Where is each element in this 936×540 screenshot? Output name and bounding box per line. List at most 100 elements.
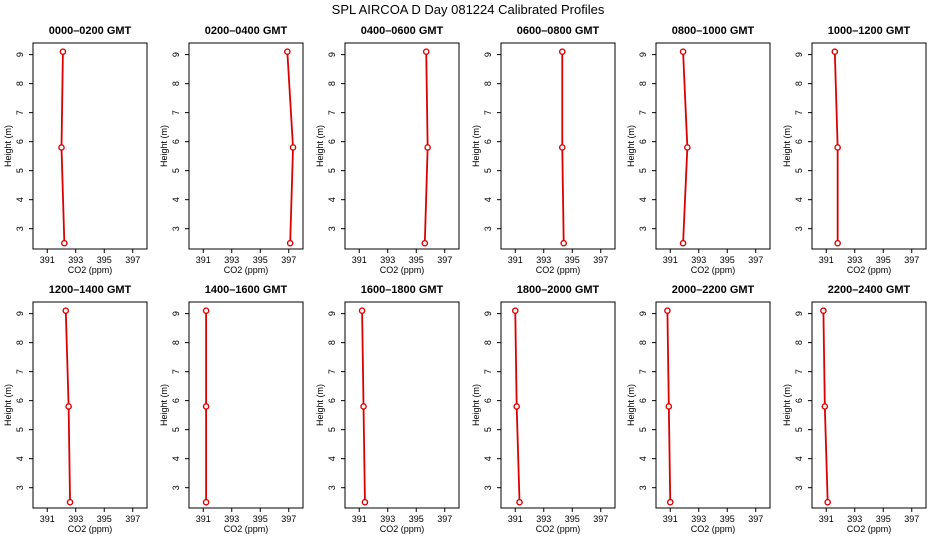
panel-5-xlabel: CO2 (ppm) [691, 265, 736, 275]
panel-4-xtick-label-391: 391 [508, 255, 523, 265]
panel-5-xtick-label-391: 391 [663, 255, 678, 265]
panel-3-point-1 [422, 48, 430, 56]
panel-5-point-1 [679, 48, 687, 56]
panel-11-point-1 [664, 307, 671, 315]
panel-12-point-2 [821, 403, 829, 410]
panel-2-ytick-label-6: 6 [171, 139, 181, 144]
panel-7-xtick-label-397: 397 [125, 514, 140, 524]
panel-5-xtick-label-393: 393 [691, 255, 706, 265]
panel-4-point-2 [558, 144, 566, 151]
panel-3-ytick-label-4: 4 [327, 197, 337, 202]
panel-9-ytick-label-3: 3 [327, 485, 337, 490]
panel-12-xtick-label-395: 395 [876, 514, 891, 524]
panel-4-xlabel: CO2 (ppm) [536, 265, 581, 275]
panel-9-ytick-label-9: 9 [327, 311, 337, 316]
panel-5-point-2 [684, 144, 691, 151]
panel-8-ytick-label-3: 3 [171, 485, 181, 490]
panel-1-plot-box [32, 42, 148, 250]
panel-5-ytick-label-8: 8 [638, 81, 648, 86]
panel-2-ytick-label-3: 3 [171, 226, 181, 231]
panel-12-plot-box [811, 301, 927, 509]
panel-9-title: 1600–1800 GMT [361, 284, 444, 296]
panel-3-point-2 [424, 144, 431, 151]
panel-7-ytick-label-4: 4 [15, 456, 25, 461]
panel-11-ytick-label-6: 6 [638, 398, 648, 403]
panel-6-ytick-label-3: 3 [794, 226, 804, 231]
panel-1-ytick-label-8: 8 [15, 81, 25, 86]
panel-5-ytick-label-4: 4 [638, 197, 648, 202]
panel-1-ytick-label-4: 4 [15, 197, 25, 202]
panel-7-point-1 [62, 307, 70, 315]
panel-8-ytick-label-6: 6 [171, 398, 181, 403]
panel-2-xtick-label-391: 391 [196, 255, 211, 265]
panel-12-xlabel: CO2 (ppm) [847, 524, 892, 534]
panel-12-ytick-label-8: 8 [794, 340, 804, 345]
panel-11-ytick-label-4: 4 [638, 456, 648, 461]
panel-9-ytick-label-4: 4 [327, 456, 337, 461]
panel-3-ytick-label-3: 3 [327, 226, 337, 231]
panel-3-ytick-label-5: 5 [327, 168, 337, 173]
panel-11-xtick-label-395: 395 [720, 514, 735, 524]
panel-11-xtick-label-391: 391 [663, 514, 678, 524]
panel-4-xtick-label-393: 393 [536, 255, 551, 265]
panel-5-xtick-label-395: 395 [720, 255, 735, 265]
panel-1-point-3 [61, 239, 68, 247]
panel-8-plot-box [188, 301, 304, 509]
panel-9-xtick-label-397: 397 [437, 514, 452, 524]
panel-1-point-1 [59, 48, 67, 56]
panel-6-ytick-label-4: 4 [794, 197, 804, 202]
panel-12-point-3 [824, 498, 831, 506]
panel-12-xtick-label-393: 393 [847, 514, 862, 524]
panel-3-xtick-label-391: 391 [352, 255, 367, 265]
panel-3-title: 0400–0600 GMT [361, 25, 444, 37]
panel-7-ytick-label-5: 5 [15, 427, 25, 432]
panel-4-ytick-label-8: 8 [483, 81, 493, 86]
panel-5-ytick-label-5: 5 [638, 168, 648, 173]
panel-10-ytick-label-9: 9 [483, 311, 493, 316]
panel-7-xlabel: CO2 (ppm) [68, 524, 113, 534]
panel-12-ytick-label-7: 7 [794, 369, 804, 374]
panel-6-xlabel: CO2 (ppm) [847, 265, 892, 275]
panel-4-ytick-label-3: 3 [483, 226, 493, 231]
panel-12-ytick-label-4: 4 [794, 456, 804, 461]
panel-4-ytick-label-7: 7 [483, 110, 493, 115]
panel-8-xtick-label-393: 393 [224, 514, 239, 524]
panel-11-ylabel: Height (m) [626, 384, 636, 426]
panel-9-ytick-label-8: 8 [327, 340, 337, 345]
panel-2-xtick-label-397: 397 [281, 255, 296, 265]
panel-11-title: 2000–2200 GMT [672, 284, 755, 296]
panel-4-title: 0600–0800 GMT [517, 25, 600, 37]
panel-3-xtick-label-393: 393 [380, 255, 395, 265]
panel-10-xtick-label-397: 397 [593, 514, 608, 524]
panel-2-title: 0200–0400 GMT [205, 25, 288, 37]
panel-10-plot-box [500, 301, 616, 509]
panel-12-xtick-label-391: 391 [819, 514, 834, 524]
panel-1-ytick-label-3: 3 [15, 226, 25, 231]
panel-12-title: 2200–2400 GMT [828, 284, 911, 296]
panel-2-point-3 [286, 239, 294, 247]
panel-5-title: 0800–1000 GMT [672, 25, 755, 37]
panel-1-point-2 [58, 144, 65, 151]
panel-10-ytick-label-4: 4 [483, 456, 493, 461]
panel-6-xtick-label-397: 397 [904, 255, 919, 265]
panel-10-ytick-label-6: 6 [483, 398, 493, 403]
panel-7-ytick-label-7: 7 [15, 369, 25, 374]
panel-11-xlabel: CO2 (ppm) [691, 524, 736, 534]
panel-9-point-1 [358, 307, 366, 315]
panel-7-xtick-label-393: 393 [68, 514, 83, 524]
panel-3-xlabel: CO2 (ppm) [380, 265, 425, 275]
panel-5-xtick-label-397: 397 [748, 255, 763, 265]
panel-2-ytick-label-9: 9 [171, 52, 181, 57]
panel-9-ytick-label-7: 7 [327, 369, 337, 374]
panel-3-xtick-label-395: 395 [409, 255, 424, 265]
panel-12-ytick-label-3: 3 [794, 485, 804, 490]
panel-7-plot-box [32, 301, 148, 509]
panel-2-ytick-label-7: 7 [171, 110, 181, 115]
panel-4-xtick-label-397: 397 [593, 255, 608, 265]
panel-3-xtick-label-397: 397 [437, 255, 452, 265]
panel-3-ylabel: Height (m) [315, 125, 325, 167]
panel-3-point-3 [421, 239, 429, 247]
panel-11-xtick-label-393: 393 [691, 514, 706, 524]
